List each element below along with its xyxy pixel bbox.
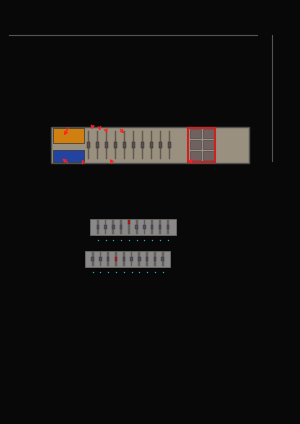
Bar xyxy=(120,225,122,229)
Bar xyxy=(158,142,163,148)
Bar xyxy=(151,225,153,229)
Bar xyxy=(120,220,122,234)
Bar xyxy=(162,252,164,266)
Bar xyxy=(100,252,101,266)
Bar xyxy=(123,252,125,266)
Bar xyxy=(85,251,170,267)
Bar xyxy=(99,257,102,261)
Bar xyxy=(154,257,156,261)
Bar xyxy=(92,252,94,266)
Bar xyxy=(97,220,99,234)
Bar xyxy=(128,220,130,224)
Bar xyxy=(190,140,201,149)
Bar xyxy=(52,128,84,142)
Bar xyxy=(130,257,133,261)
Bar xyxy=(143,225,146,229)
Bar xyxy=(131,142,136,148)
Bar xyxy=(159,220,161,234)
Bar xyxy=(190,151,201,160)
Bar xyxy=(112,225,115,229)
Bar xyxy=(115,131,116,159)
Bar xyxy=(115,252,117,266)
Bar xyxy=(169,131,170,159)
Bar xyxy=(87,142,91,148)
Bar xyxy=(150,142,153,148)
Bar xyxy=(146,252,148,266)
Bar xyxy=(203,140,214,149)
Bar xyxy=(168,142,172,148)
Bar xyxy=(90,219,176,235)
Bar xyxy=(51,127,249,163)
Bar xyxy=(97,131,98,159)
Bar xyxy=(105,220,106,234)
Bar xyxy=(123,257,125,261)
Bar xyxy=(113,142,118,148)
Bar xyxy=(95,142,99,148)
Bar xyxy=(151,220,153,234)
Bar xyxy=(203,151,214,160)
Bar xyxy=(143,220,145,234)
Bar xyxy=(128,220,130,234)
Bar xyxy=(203,129,214,138)
Bar xyxy=(52,150,84,162)
Bar xyxy=(167,220,169,234)
Bar xyxy=(106,131,107,159)
Bar xyxy=(130,252,132,266)
Bar xyxy=(159,225,161,229)
Bar xyxy=(154,252,156,266)
Bar xyxy=(105,142,109,148)
Bar xyxy=(107,252,109,266)
Bar xyxy=(136,220,137,234)
Bar xyxy=(112,220,114,234)
Bar xyxy=(124,131,125,159)
Bar xyxy=(151,131,152,159)
Bar xyxy=(135,225,138,229)
Bar xyxy=(115,257,117,261)
Bar xyxy=(160,131,161,159)
Bar xyxy=(161,257,164,261)
Bar xyxy=(138,257,140,261)
Bar xyxy=(138,252,140,266)
Bar xyxy=(123,142,127,148)
Bar xyxy=(188,128,215,162)
Bar xyxy=(97,225,99,229)
Bar xyxy=(104,225,107,229)
Bar xyxy=(140,142,145,148)
Bar xyxy=(146,257,148,261)
Bar xyxy=(88,131,89,159)
Bar xyxy=(92,257,94,261)
Bar xyxy=(107,257,110,261)
Bar xyxy=(167,225,169,229)
Bar xyxy=(190,129,201,138)
Bar xyxy=(133,131,134,159)
Bar xyxy=(142,131,143,159)
